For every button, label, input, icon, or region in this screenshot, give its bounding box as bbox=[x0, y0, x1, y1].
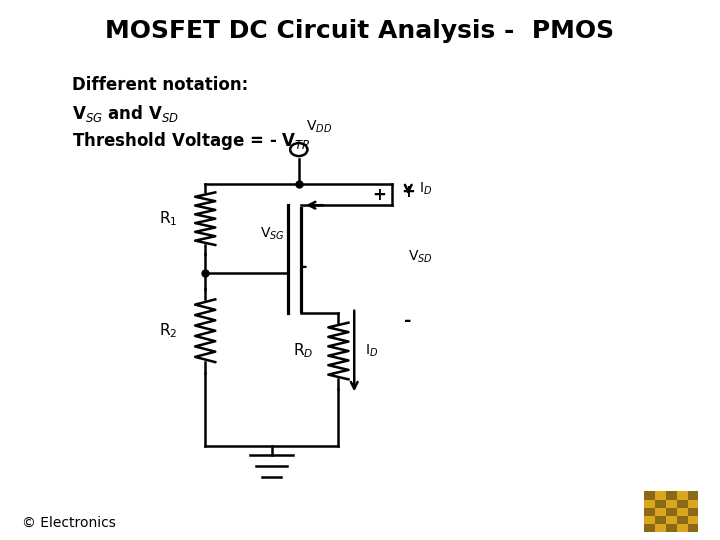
Bar bbox=[644, 508, 655, 516]
Bar bbox=[655, 508, 666, 516]
Bar bbox=[677, 500, 688, 508]
Bar bbox=[655, 500, 666, 508]
Text: V$_{DD}$: V$_{DD}$ bbox=[306, 119, 332, 135]
Text: MOSFET DC Circuit Analysis -  PMOS: MOSFET DC Circuit Analysis - PMOS bbox=[105, 19, 615, 43]
Text: Different notation:: Different notation: bbox=[72, 76, 248, 93]
Bar bbox=[644, 491, 655, 500]
Text: +: + bbox=[372, 186, 387, 205]
Bar bbox=[688, 500, 698, 508]
Text: +: + bbox=[401, 183, 415, 201]
Text: -: - bbox=[405, 312, 412, 330]
Text: R$_2$: R$_2$ bbox=[159, 321, 178, 340]
Bar bbox=[677, 524, 688, 532]
Bar bbox=[666, 491, 677, 500]
Text: Threshold Voltage = - V$_{TP}$: Threshold Voltage = - V$_{TP}$ bbox=[72, 130, 311, 152]
Text: R$_D$: R$_D$ bbox=[293, 342, 313, 360]
Bar bbox=[666, 500, 677, 508]
Bar bbox=[655, 491, 666, 500]
Text: -: - bbox=[300, 258, 307, 276]
Text: V$_{SG}$: V$_{SG}$ bbox=[259, 225, 284, 242]
Bar bbox=[688, 508, 698, 516]
Text: © Electronics: © Electronics bbox=[22, 516, 115, 530]
Bar bbox=[688, 491, 698, 500]
Text: I$_D$: I$_D$ bbox=[419, 181, 432, 197]
Text: R$_1$: R$_1$ bbox=[159, 210, 178, 228]
Bar bbox=[666, 508, 677, 516]
Bar bbox=[666, 516, 677, 524]
Text: V$_{SG}$ and V$_{SD}$: V$_{SG}$ and V$_{SD}$ bbox=[72, 103, 179, 124]
Bar bbox=[644, 516, 655, 524]
Bar bbox=[655, 516, 666, 524]
Bar bbox=[677, 508, 688, 516]
Bar bbox=[688, 516, 698, 524]
Bar bbox=[677, 516, 688, 524]
Bar bbox=[688, 524, 698, 532]
Bar bbox=[655, 524, 666, 532]
Bar bbox=[666, 524, 677, 532]
Text: V$_{SD}$: V$_{SD}$ bbox=[408, 248, 433, 265]
Text: I$_D$: I$_D$ bbox=[365, 343, 378, 359]
Bar bbox=[644, 524, 655, 532]
Bar bbox=[644, 500, 655, 508]
Bar bbox=[677, 491, 688, 500]
